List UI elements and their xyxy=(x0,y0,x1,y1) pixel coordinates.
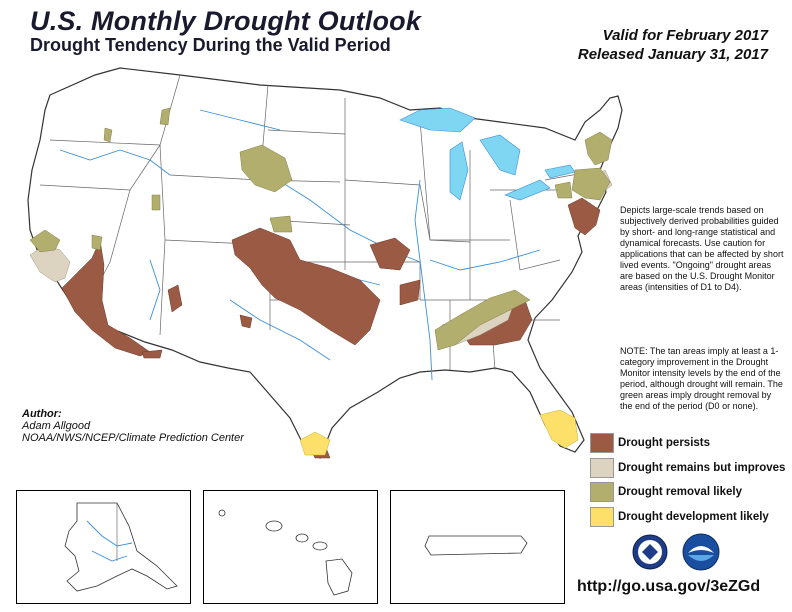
hawaii-inset xyxy=(203,490,378,604)
legend-item-development: Drought development likely xyxy=(590,506,769,528)
legend-item-improves: Drought remains but improves xyxy=(590,457,785,479)
great-lakes xyxy=(399,107,576,201)
legend-label-persists: Drought persists xyxy=(618,437,711,449)
hawaii-map xyxy=(218,509,353,596)
release-date: Released January 31, 2017 xyxy=(577,46,768,63)
doc-seal-icon xyxy=(632,534,668,570)
legend-swatch-persists xyxy=(590,433,614,453)
legend-swatch-removal xyxy=(590,482,614,502)
author-label: Author: xyxy=(22,408,62,420)
legend-label-improves: Drought remains but improves xyxy=(618,462,786,474)
puerto-rico-inset xyxy=(390,490,565,604)
legend-item-persists: Drought persists xyxy=(590,432,710,454)
legend-swatch-improves xyxy=(590,458,614,478)
outlook-note: NOTE: The tan areas imply at least a 1-c… xyxy=(620,346,783,411)
us-outline xyxy=(27,67,623,459)
drought-development-areas xyxy=(299,409,579,456)
author-name: Adam Allgood xyxy=(22,420,91,432)
legend-swatch-development xyxy=(590,507,614,527)
legend-label-development: Drought development likely xyxy=(618,511,769,523)
noaa-logo-icon xyxy=(682,533,720,571)
outlook-description: Depicts large-scale trends based on subj… xyxy=(620,205,784,292)
author-org: NOAA/NWS/NCEP/Climate Prediction Center xyxy=(22,432,244,444)
alaska-map xyxy=(64,502,178,592)
map-subtitle: Drought Tendency During the Valid Period xyxy=(30,35,391,55)
legend-item-removal: Drought removal likely xyxy=(590,481,742,503)
valid-period: Valid for February 2017 xyxy=(602,27,768,44)
puerto-rico-map xyxy=(424,535,528,556)
drought-removal-areas xyxy=(29,107,613,351)
source-url-link[interactable]: http://go.usa.gov/3eZGd xyxy=(577,578,761,595)
legend-label-removal: Drought removal likely xyxy=(618,486,742,498)
map-title: U.S. Monthly Drought Outlook xyxy=(30,6,422,36)
author-block: Author: Adam Allgood NOAA/NWS/NCEP/Clima… xyxy=(22,408,244,444)
alaska-inset xyxy=(16,490,191,604)
